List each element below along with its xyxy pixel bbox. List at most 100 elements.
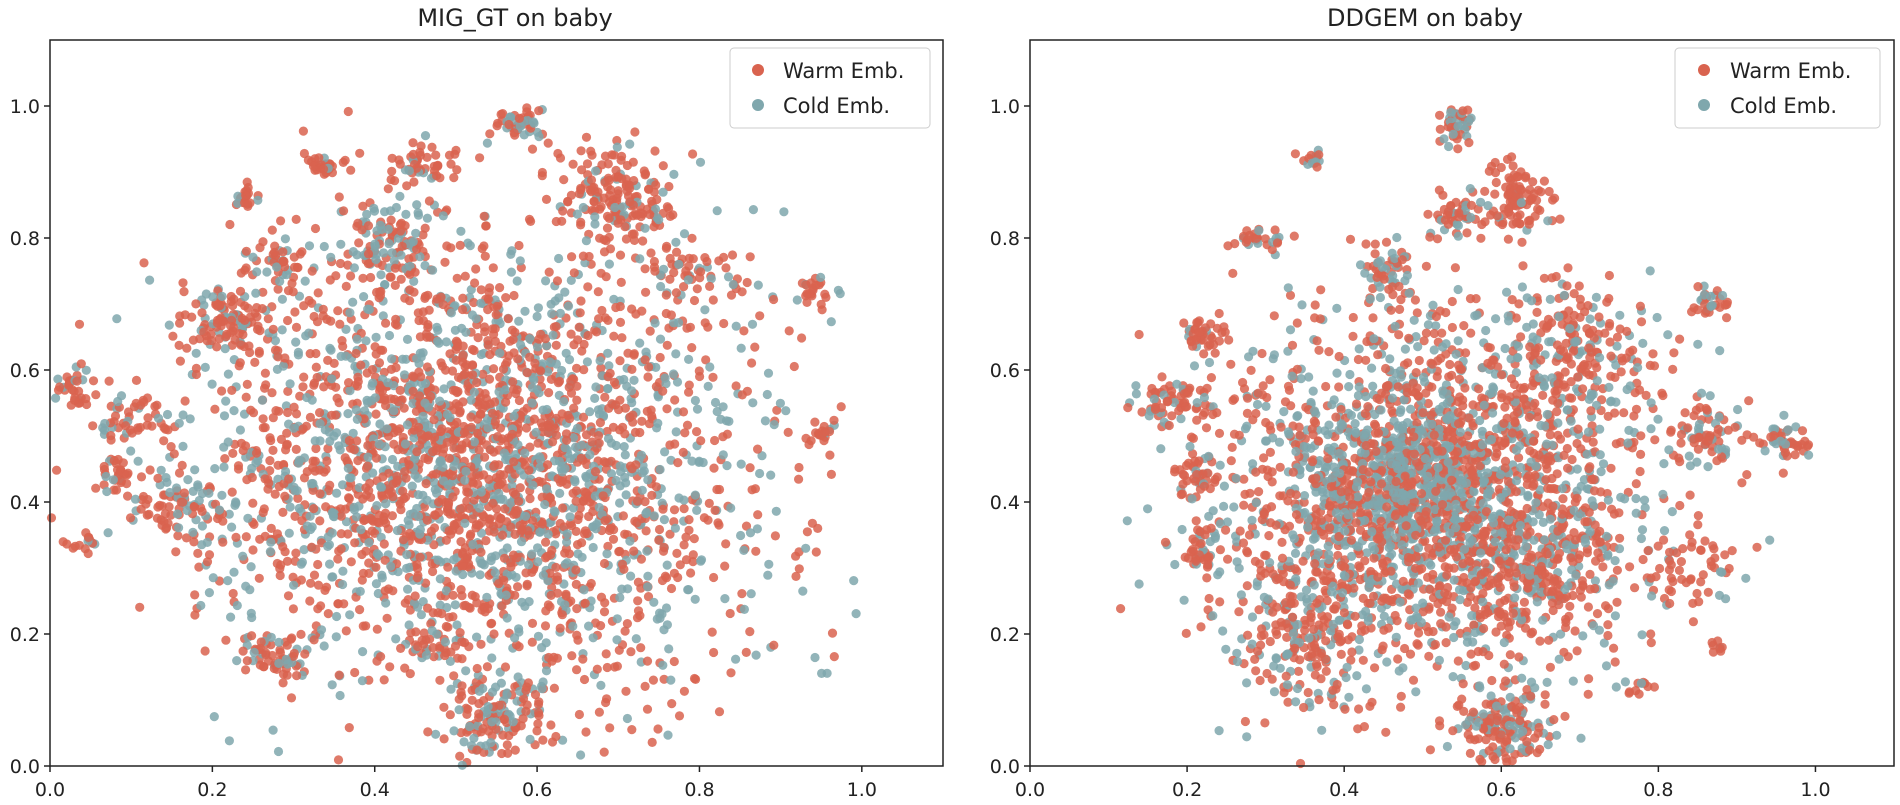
scatter-point: [400, 598, 410, 608]
scatter-point: [580, 598, 590, 608]
scatter-point: [273, 460, 283, 470]
scatter-point: [669, 169, 679, 179]
scatter-point: [572, 209, 583, 219]
scatter-point: [520, 460, 530, 470]
scatter-point: [1381, 237, 1392, 247]
scatter-point: [1176, 414, 1186, 424]
scatter-point: [546, 720, 556, 730]
scatter-point: [679, 495, 689, 505]
scatter-point: [641, 508, 651, 519]
scatter-point: [606, 469, 617, 479]
scatter-point: [506, 267, 516, 277]
scatter-point: [386, 394, 396, 404]
scatter-point: [248, 545, 258, 555]
scatter-point: [658, 660, 668, 670]
scatter-point: [662, 620, 673, 630]
scatter-point: [252, 448, 262, 458]
scatter-point: [783, 427, 793, 437]
scatter-point: [1544, 337, 1554, 347]
scatter-point: [590, 491, 600, 501]
scatter-point: [684, 354, 694, 364]
scatter-point: [485, 514, 495, 524]
scatter-point: [315, 516, 325, 526]
scatter-point: [662, 560, 672, 570]
scatter-point: [483, 702, 493, 712]
scatter-point: [657, 575, 668, 586]
scatter-point: [413, 602, 423, 612]
scatter-point: [689, 534, 699, 544]
scatter-point: [496, 494, 506, 504]
scatter-point: [290, 307, 300, 317]
scatter-point: [431, 729, 441, 739]
scatter-point: [480, 251, 490, 261]
scatter-point: [337, 336, 347, 346]
scatter-point: [219, 411, 230, 421]
scatter-point: [569, 340, 579, 350]
scatter-point: [472, 745, 482, 755]
scatter-point: [431, 446, 441, 456]
scatter-point: [645, 326, 655, 336]
scatter-point: [503, 314, 513, 324]
scatter-point: [502, 357, 512, 367]
scatter-point: [335, 445, 345, 455]
scatter-point: [604, 361, 614, 371]
scatter-point: [560, 287, 570, 297]
scatter-point: [450, 325, 460, 335]
scatter-point: [433, 325, 443, 335]
scatter-point: [1487, 675, 1497, 686]
scatter-point: [258, 414, 268, 424]
scatter-point: [327, 680, 337, 690]
scatter-point: [256, 637, 266, 647]
scatter-point: [1432, 372, 1442, 382]
scatter-point: [382, 613, 392, 623]
scatter-point: [476, 285, 486, 295]
scatter-point: [578, 654, 588, 664]
scatter-point: [191, 348, 201, 358]
scatter-point: [283, 386, 293, 396]
scatter-point: [282, 440, 292, 450]
scatter-point: [542, 551, 552, 562]
scatter-point: [463, 704, 473, 714]
scatter-point: [248, 498, 258, 508]
scatter-point: [690, 490, 700, 500]
scatter-point: [621, 478, 631, 488]
scatter-point: [410, 470, 420, 480]
scatter-point: [219, 442, 229, 452]
scatter-point: [542, 340, 552, 351]
scatter-point: [532, 342, 543, 352]
scatter-point: [471, 264, 481, 274]
scatter-point: [316, 625, 327, 635]
scatter-point: [568, 621, 578, 631]
scatter-point: [533, 303, 544, 313]
scatter-point: [640, 170, 650, 180]
scatter-point: [666, 583, 677, 594]
scatter-point: [581, 473, 592, 483]
scatter-point: [452, 165, 462, 175]
scatter-point: [420, 293, 430, 303]
scatter-point: [641, 526, 651, 536]
scatter-point: [658, 386, 668, 396]
scatter-point: [1518, 261, 1528, 271]
scatter-point: [829, 652, 839, 662]
scatter-point: [331, 382, 341, 392]
scatter-point: [692, 505, 702, 515]
scatter-point: [262, 267, 272, 277]
scatter-point: [191, 363, 201, 373]
scatter-point: [755, 311, 765, 321]
scatter-point: [1561, 622, 1571, 633]
scatter-point: [58, 537, 68, 547]
scatter-point: [762, 389, 772, 400]
scatter-point: [258, 507, 268, 518]
scatter-point: [113, 396, 123, 407]
scatter-point: [313, 604, 323, 614]
scatter-point: [383, 184, 393, 194]
scatter-point: [254, 346, 264, 356]
scatter-point: [402, 550, 412, 560]
scatter-point: [555, 488, 565, 498]
scatter-point: [601, 272, 611, 282]
scatter-point: [208, 292, 218, 302]
scatter-point: [751, 650, 761, 660]
scatter-point: [179, 488, 189, 498]
scatter-point: [472, 663, 482, 674]
scatter-point: [807, 518, 818, 528]
